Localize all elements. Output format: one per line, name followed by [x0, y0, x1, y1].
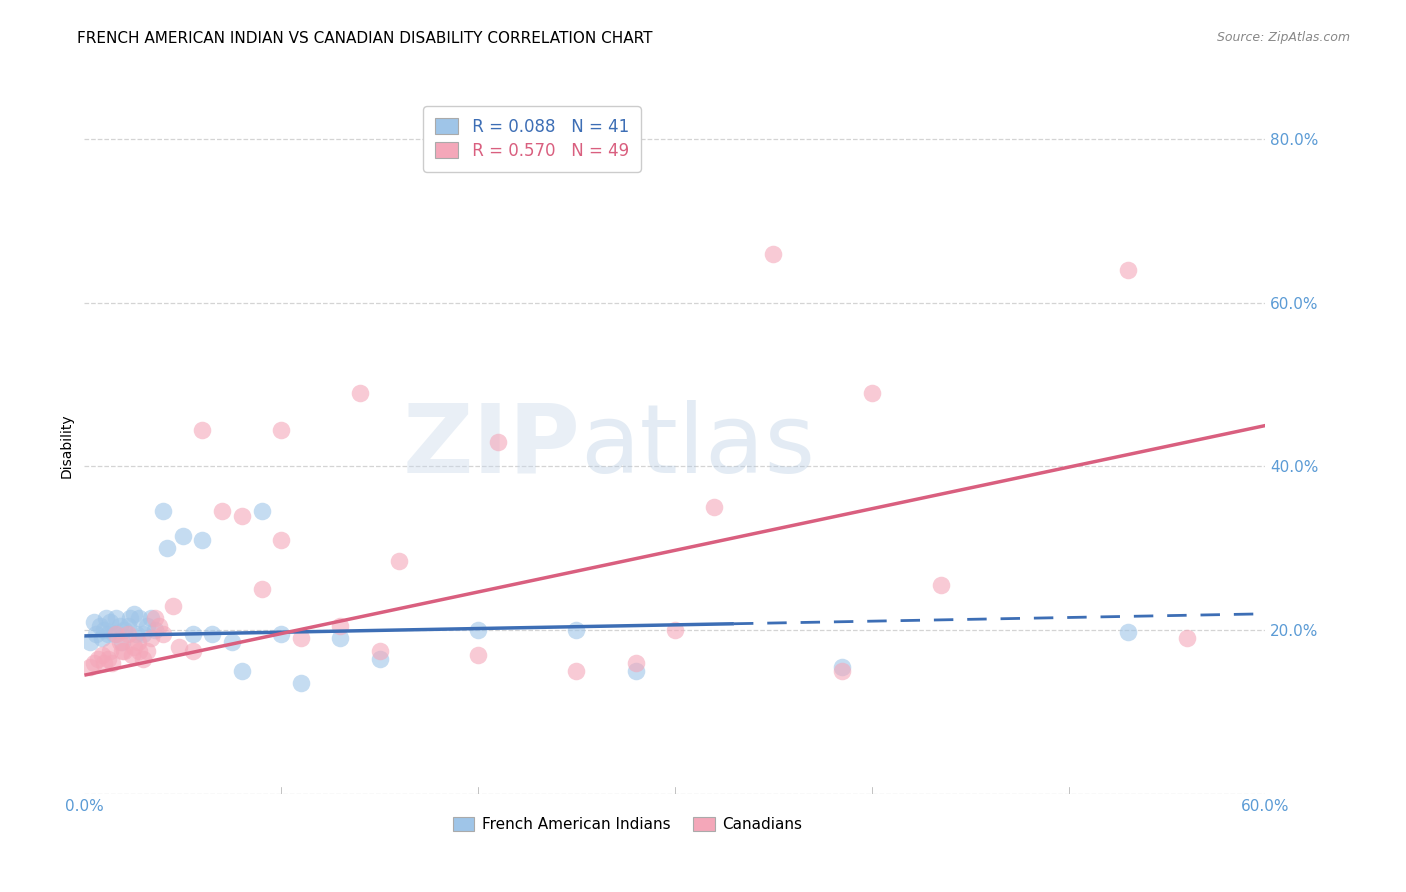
Point: [79, 635, 101, 649]
Point: [104, 611, 127, 625]
Point: [97, 652, 120, 666]
Point: [143, 623, 166, 637]
Point: [349, 385, 371, 400]
Point: [270, 423, 292, 437]
Point: [929, 578, 952, 592]
Legend: French American Indians, Canadians: French American Indians, Canadians: [447, 811, 808, 838]
Point: [136, 643, 159, 657]
Point: [831, 660, 853, 674]
Point: [181, 627, 204, 641]
Point: [124, 627, 146, 641]
Point: [83, 656, 105, 670]
Point: [121, 648, 143, 662]
Point: [368, 643, 391, 657]
Point: [118, 611, 141, 625]
Point: [172, 529, 194, 543]
Point: [762, 246, 785, 260]
Point: [1175, 632, 1198, 646]
Point: [143, 611, 166, 625]
Point: [111, 643, 134, 657]
Text: Source: ZipAtlas.com: Source: ZipAtlas.com: [1216, 31, 1350, 45]
Point: [103, 627, 125, 641]
Point: [156, 541, 179, 556]
Point: [128, 611, 150, 625]
Point: [148, 619, 170, 633]
Point: [108, 619, 131, 633]
Point: [141, 632, 163, 646]
Point: [117, 627, 139, 641]
Text: atlas: atlas: [581, 400, 815, 492]
Y-axis label: Disability: Disability: [59, 414, 73, 478]
Point: [117, 619, 139, 633]
Point: [167, 640, 190, 654]
Point: [93, 623, 115, 637]
Point: [565, 623, 588, 637]
Point: [97, 627, 120, 641]
Point: [141, 611, 163, 625]
Point: [486, 434, 509, 449]
Point: [93, 656, 115, 670]
Point: [91, 632, 114, 646]
Point: [624, 656, 647, 670]
Point: [112, 623, 135, 637]
Point: [128, 643, 150, 657]
Point: [89, 619, 111, 633]
Point: [624, 664, 647, 678]
Point: [290, 632, 312, 646]
Point: [211, 504, 233, 518]
Point: [94, 611, 117, 625]
Point: [122, 640, 145, 654]
Point: [231, 508, 253, 523]
Point: [191, 533, 214, 548]
Point: [91, 648, 114, 662]
Point: [250, 504, 273, 518]
Point: [221, 635, 243, 649]
Point: [860, 385, 883, 400]
Point: [467, 648, 489, 662]
Point: [152, 504, 174, 518]
Point: [250, 582, 273, 597]
Point: [467, 623, 489, 637]
Point: [831, 664, 853, 678]
Point: [329, 619, 352, 633]
Point: [201, 627, 224, 641]
Point: [136, 619, 159, 633]
Point: [104, 627, 127, 641]
Point: [703, 500, 725, 515]
Point: [270, 533, 292, 548]
Point: [290, 676, 312, 690]
Point: [84, 627, 107, 641]
Point: [329, 632, 352, 646]
Point: [181, 643, 204, 657]
Point: [1116, 624, 1139, 639]
Point: [388, 553, 411, 567]
Point: [83, 615, 105, 629]
Point: [122, 607, 145, 621]
Point: [127, 635, 149, 649]
Point: [152, 627, 174, 641]
Text: FRENCH AMERICAN INDIAN VS CANADIAN DISABILITY CORRELATION CHART: FRENCH AMERICAN INDIAN VS CANADIAN DISAB…: [77, 31, 652, 46]
Point: [108, 635, 131, 649]
Point: [664, 623, 686, 637]
Point: [98, 615, 121, 629]
Point: [162, 599, 184, 613]
Point: [79, 660, 101, 674]
Point: [368, 652, 391, 666]
Point: [1116, 263, 1139, 277]
Point: [112, 643, 135, 657]
Point: [132, 627, 155, 641]
Text: ZIP: ZIP: [402, 400, 581, 492]
Point: [111, 635, 134, 649]
Point: [87, 652, 110, 666]
Point: [565, 664, 588, 678]
Point: [132, 652, 155, 666]
Point: [101, 656, 124, 670]
Point: [231, 664, 253, 678]
Point: [270, 627, 292, 641]
Point: [98, 643, 121, 657]
Point: [191, 423, 214, 437]
